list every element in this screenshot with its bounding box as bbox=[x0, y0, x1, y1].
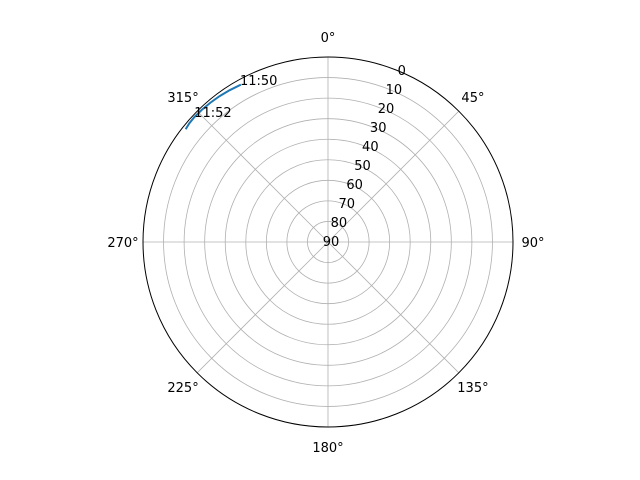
grid-spoke bbox=[327, 110, 460, 243]
polar-frame bbox=[142, 56, 514, 428]
series bbox=[184, 83, 242, 130]
grid-spoke bbox=[327, 241, 460, 374]
r-tick-label: 50 bbox=[354, 159, 371, 174]
radial-tick-labels: 0 10 20 30 40 50 60 70 80 90 bbox=[323, 64, 406, 250]
r-tick-label: 80 bbox=[331, 216, 348, 231]
annotation-label: 11:50 bbox=[240, 74, 277, 89]
theta-tick-label: 90° bbox=[521, 236, 544, 251]
theta-tick-label: 225° bbox=[167, 381, 198, 396]
series-line bbox=[184, 83, 242, 130]
theta-tick-label: 0° bbox=[321, 31, 336, 46]
grid bbox=[143, 57, 513, 427]
theta-tick-label: 135° bbox=[457, 381, 488, 396]
theta-tick-label: 180° bbox=[312, 441, 343, 456]
r-tick-label: 70 bbox=[338, 197, 355, 212]
r-tick-label: 60 bbox=[346, 178, 363, 193]
angular-tick-labels: 0° 45° 90° 135° 180° 225° 270° 315° bbox=[107, 31, 544, 456]
theta-tick-label: 270° bbox=[107, 236, 138, 251]
annotations: 11:50 11:52 bbox=[194, 74, 277, 121]
theta-tick-label: 315° bbox=[167, 91, 198, 106]
r-tick-label: 30 bbox=[370, 121, 387, 136]
r-tick-label: 10 bbox=[386, 83, 403, 98]
r-tick-label: 0 bbox=[398, 64, 406, 79]
theta-tick-label: 45° bbox=[461, 91, 484, 106]
r-tick-label: 20 bbox=[378, 102, 395, 117]
r-tick-label: 90 bbox=[323, 235, 340, 250]
r-tick-label: 40 bbox=[362, 140, 379, 155]
grid-spoke bbox=[196, 241, 329, 374]
grid-spoke bbox=[196, 110, 329, 243]
annotation-label: 11:52 bbox=[194, 106, 231, 121]
